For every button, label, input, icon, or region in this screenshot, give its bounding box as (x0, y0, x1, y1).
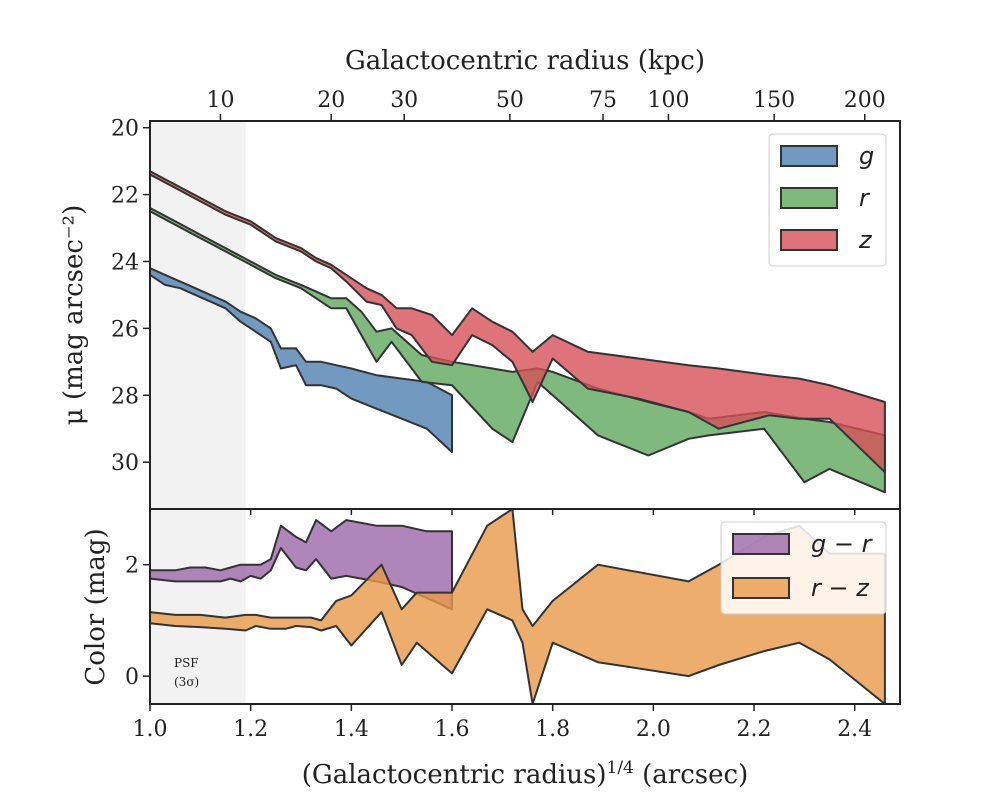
kpc-tick-label-200: 200 (844, 88, 886, 113)
xtick-label-2.2: 2.2 (737, 717, 772, 742)
kpc-tick-label-100: 100 (647, 88, 689, 113)
band-z (150, 170, 886, 474)
top-legend: grz (768, 133, 887, 267)
x-axis-title-main: (Galactocentric radius) (302, 760, 607, 790)
surface-brightness-panel: 20 22 24 26 28 30 10 20 30 50 75 100 150 200 grz (111, 88, 901, 515)
kpc-tick-label-10: 10 (206, 88, 234, 113)
xtick-label-1.6: 1.6 (435, 717, 470, 742)
legend-label-rz: r − z (811, 574, 870, 602)
legend-swatch-z (780, 229, 838, 251)
top-ytick-label-28: 28 (111, 384, 139, 409)
band-g (150, 267, 453, 454)
legend-label-g: g (859, 142, 874, 170)
x-axis-title-sup: 1/4 (607, 758, 634, 778)
top-ytick-label-30: 30 (111, 451, 139, 476)
legend-swatch-r (780, 187, 838, 209)
bottom-panel-frame (149, 508, 901, 705)
kpc-tick-label-30: 30 (390, 88, 418, 113)
xtick-label-1.8: 1.8 (535, 717, 570, 742)
xtick-label-2.0: 2.0 (636, 717, 671, 742)
bottom-ytick-label-0: 0 (125, 665, 139, 690)
bottom-legend: g − r r − z (720, 521, 887, 615)
top-y-axis-title: μ (mag arcsec⁻²) (59, 205, 89, 425)
legend-swatch-g (780, 145, 838, 167)
top-axis-title: Galactocentric radius (kpc) (345, 46, 705, 76)
x-axis-title-unit (634, 760, 642, 790)
kpc-tick-label-20: 20 (317, 88, 345, 113)
band-r (150, 207, 886, 494)
bottom-y-axis-title: Color (mag) (81, 528, 111, 685)
kpc-tick-label-50: 50 (496, 88, 524, 113)
psf-label: PSF (174, 656, 199, 670)
kpc-tick-label-150: 150 (753, 88, 795, 113)
legend-swatch-gr (732, 533, 790, 555)
x-axis-title: (Galactocentric radius)1/4 (arcsec) (302, 758, 748, 790)
bottom-ytick-label-2: 2 (125, 554, 139, 579)
band-rz (150, 509, 886, 704)
xtick-label-1.4: 1.4 (334, 717, 369, 742)
kpc-tick-label-75: 75 (589, 88, 617, 113)
top-ytick-label-26: 26 (111, 317, 139, 342)
xtick-label-1.2: 1.2 (233, 717, 268, 742)
legend-label-gr: g − r (811, 530, 874, 558)
legend-label-z: z (858, 226, 873, 254)
top-ytick-label-22: 22 (111, 184, 139, 209)
color-panel: 0 2 1.0 1.2 1.4 1.6 1.8 2.0 2.2 2.4 g − r r − z (125, 508, 901, 742)
top-ytick-label-24: 24 (111, 250, 139, 275)
xtick-label-2.4: 2.4 (837, 717, 872, 742)
psf-sublabel: (3σ) (174, 675, 199, 689)
xtick-label-1.0: 1.0 (133, 717, 168, 742)
top-ytick-label-20: 20 (111, 117, 139, 142)
legend-label-r: r (859, 184, 871, 212)
legend-swatch-rz (732, 577, 790, 599)
x-axis-title-unit-text: (arcsec) (642, 760, 748, 790)
